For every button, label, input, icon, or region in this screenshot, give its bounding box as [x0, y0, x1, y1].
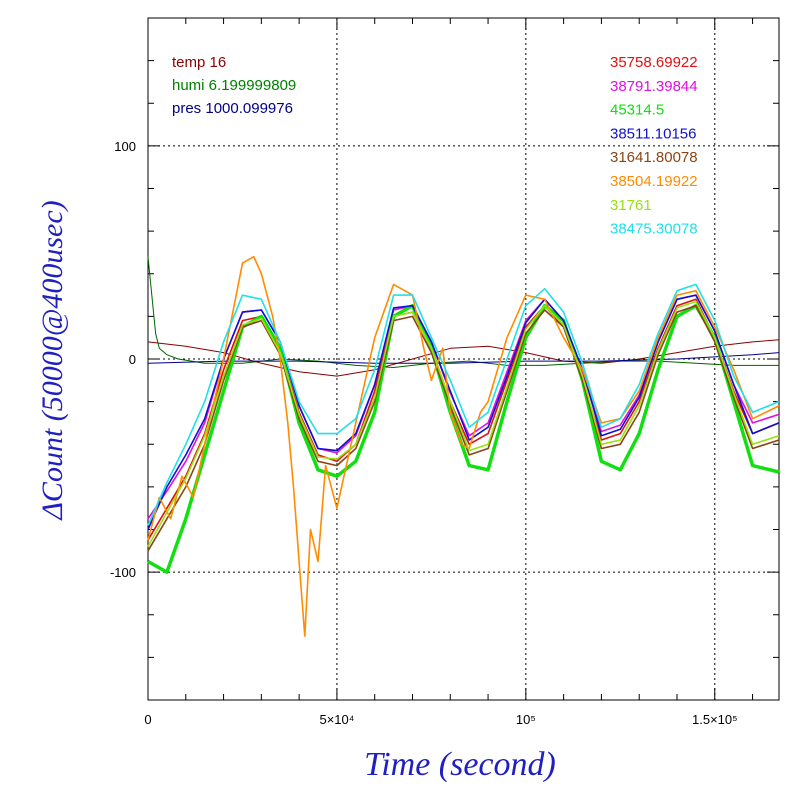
env-legend-entry: humi 6.199999809: [172, 77, 296, 94]
series-line: [147, 298, 780, 541]
series-line: [147, 304, 780, 552]
series-lines: [147, 255, 780, 637]
x-tick-label: 1.5×10⁵: [692, 712, 738, 727]
series-legend-entry: 31761: [610, 197, 652, 214]
y-axis-title: ΔCount (50000@400usec): [36, 200, 69, 520]
series-line: [147, 300, 780, 547]
series-legend: 35758.69922 38791.39844 45314.5 38511.10156…: [610, 54, 698, 238]
y-tick-label: 100: [114, 139, 136, 154]
x-tick-label: 5×10⁴: [319, 712, 354, 727]
env-legend-entry: temp 16: [172, 54, 226, 71]
series-legend-entry: 38511.10156: [610, 125, 696, 142]
series-legend-entry: 38504.19922: [610, 173, 698, 190]
series-line: [147, 283, 780, 526]
series-legend-entry: 31641.80078: [610, 149, 698, 166]
env-line-temp: [147, 339, 780, 377]
series-legend-entry: 38791.39844: [610, 78, 698, 95]
y-tick-label: 0: [129, 352, 136, 367]
env-legend-entry: pres 1000.099976: [172, 100, 293, 117]
series-legend-entry: 35758.69922: [610, 54, 698, 71]
x-axis-title: Time (second): [364, 746, 556, 783]
series-legend-entry: 38475.30078: [610, 221, 698, 238]
ticks: [148, 17, 779, 701]
series-line: [147, 294, 780, 530]
env-lines: [147, 256, 780, 377]
tick-labels: 0 5×10⁴ 10⁵ 1.5×10⁵ -100 0 100: [110, 139, 738, 727]
x-tick-label: 0: [144, 712, 151, 727]
env-legend: temp 16 humi 6.199999809 pres 1000.099976: [172, 54, 296, 117]
y-tick-label: -100: [110, 565, 136, 580]
env-line-pres: [147, 352, 780, 364]
x-tick-label: 10⁵: [516, 712, 536, 727]
series-legend-entry: 45314.5: [610, 102, 664, 119]
